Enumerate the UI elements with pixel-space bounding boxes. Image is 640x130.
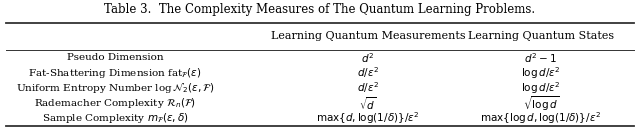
Text: Pseudo Dimension: Pseudo Dimension [67,53,163,62]
Text: Rademacher Complexity $\mathcal{R}_n(\mathcal{F})$: Rademacher Complexity $\mathcal{R}_n(\ma… [34,96,196,110]
Text: $d/\epsilon^2$: $d/\epsilon^2$ [357,81,379,95]
Text: $\log d/\epsilon^2$: $\log d/\epsilon^2$ [521,80,561,96]
Text: Learning Quantum States: Learning Quantum States [468,31,614,41]
Text: $\max\{\log d,\log(1/\delta)\}/\epsilon^2$: $\max\{\log d,\log(1/\delta)\}/\epsilon^… [480,111,602,126]
Text: Uniform Entropy Number log$\,\mathcal{N}_2(\epsilon, \mathcal{F})$: Uniform Entropy Number log$\,\mathcal{N}… [16,81,214,95]
Text: $d^2$: $d^2$ [362,51,374,65]
Text: Learning Quantum Measurements: Learning Quantum Measurements [271,31,465,41]
Text: Fat-Shattering Dimension fat$_{\mathcal{F}}(\epsilon)$: Fat-Shattering Dimension fat$_{\mathcal{… [28,66,202,80]
Text: $\sqrt{d}$: $\sqrt{d}$ [359,95,377,112]
Text: $\sqrt{\log d}$: $\sqrt{\log d}$ [523,94,559,113]
Text: $\log d/\epsilon^2$: $\log d/\epsilon^2$ [521,65,561,81]
Text: $\max\{d,\log(1/\delta)\}/\epsilon^2$: $\max\{d,\log(1/\delta)\}/\epsilon^2$ [316,111,420,126]
Text: Table 3.  The Complexity Measures of The Quantum Learning Problems.: Table 3. The Complexity Measures of The … [104,3,536,16]
Text: Sample Complexity $m_{\mathcal{F}}(\epsilon, \delta)$: Sample Complexity $m_{\mathcal{F}}(\epsi… [42,112,189,125]
Text: $d/\epsilon^2$: $d/\epsilon^2$ [357,66,379,80]
Text: $d^2-1$: $d^2-1$ [524,51,557,65]
